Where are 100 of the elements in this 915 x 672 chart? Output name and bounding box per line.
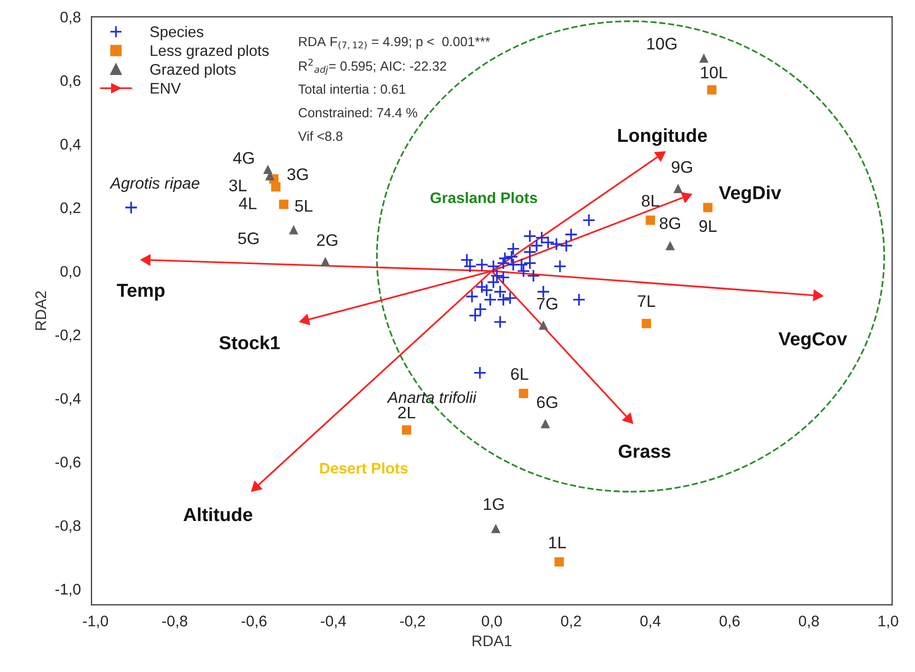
annotation: 5L <box>295 200 312 212</box>
point <box>654 151 666 162</box>
point <box>402 425 412 435</box>
legend-label: Less grazed plots <box>150 44 269 60</box>
annotation: Total intertia : 0.61 <box>298 84 406 94</box>
point <box>506 242 520 256</box>
point <box>582 214 596 227</box>
x-tick-label: 0,8 <box>798 616 819 628</box>
point <box>553 260 567 273</box>
legend-label: ENV <box>150 83 181 94</box>
point <box>496 270 510 284</box>
annotation: 6G <box>537 396 558 408</box>
annotation: 9G <box>672 161 692 173</box>
point <box>486 260 500 273</box>
annotation: 3L <box>229 180 247 192</box>
point <box>460 253 474 267</box>
point <box>473 366 487 380</box>
x-axis-title: RDA1 <box>472 636 512 646</box>
annotation: 4L <box>238 198 257 210</box>
annotation: 10L <box>701 66 728 78</box>
point <box>560 239 573 252</box>
point <box>518 388 528 398</box>
annotation: VegDiv <box>718 186 782 204</box>
point <box>484 293 497 306</box>
x-tick-label: -0,8 <box>162 616 188 628</box>
annotation: Grasland Plots <box>430 192 538 204</box>
annotation: VegCov <box>778 332 848 350</box>
y-tick-label: 0,6 <box>60 75 80 88</box>
point <box>124 200 138 214</box>
annotation: Longitude <box>618 128 707 146</box>
annotation: 3G <box>287 168 308 180</box>
point <box>251 481 262 492</box>
annotation: 2L <box>398 406 416 418</box>
annotation: Temp <box>116 284 165 301</box>
y-tick-label: -0,4 <box>55 393 81 406</box>
point <box>514 258 528 272</box>
point <box>812 290 824 301</box>
point <box>493 315 507 329</box>
point <box>538 320 548 330</box>
point <box>320 256 330 266</box>
point <box>646 216 656 225</box>
y-tick-label: -0,2 <box>55 330 80 342</box>
annotation: 1G <box>484 498 504 510</box>
y-axis-title: RDA2 <box>35 291 46 330</box>
x-tick-label: 0,4 <box>640 616 661 628</box>
point <box>572 293 586 306</box>
point <box>707 85 716 95</box>
legend-label: Grazed plots <box>150 64 236 78</box>
y-tick-label: 0,4 <box>60 138 81 152</box>
point <box>550 237 564 251</box>
annotation: 2G <box>317 234 338 246</box>
point <box>503 291 517 305</box>
x-tick-label: -0,4 <box>320 616 346 628</box>
x-tick-label: 1,0 <box>878 616 898 628</box>
point <box>271 182 280 192</box>
annotation: Altitude <box>184 507 252 522</box>
point <box>666 240 675 250</box>
annotation: 8L <box>642 194 660 207</box>
point <box>642 318 652 328</box>
annotation: Stock1 <box>219 336 280 350</box>
point <box>493 285 507 298</box>
point <box>540 418 550 428</box>
point <box>622 412 634 424</box>
annotation: 7L <box>638 295 656 307</box>
point <box>288 225 298 234</box>
annotation: Vif <8.8 <box>298 131 342 141</box>
y-tick-label: -0,6 <box>55 456 80 470</box>
annotation: 8G <box>660 217 680 230</box>
annotation: R$^{2}$$_{adj}$= 0.595; AIC: -22.32 <box>299 58 446 75</box>
annotation: 4G <box>233 152 254 164</box>
annotation: Grass <box>618 444 670 458</box>
point <box>673 184 683 194</box>
x-tick-label: 0,0 <box>482 616 502 628</box>
point <box>465 290 479 304</box>
x-tick-label: -0,6 <box>242 616 266 628</box>
annotation: 1L <box>549 536 566 548</box>
annotation: Agrotis ripae <box>110 177 200 192</box>
x-tick-label: 0,2 <box>561 616 581 628</box>
point <box>554 557 564 567</box>
y-tick-label: 0,2 <box>60 202 80 215</box>
point <box>463 260 477 273</box>
point <box>526 269 540 282</box>
point <box>263 164 273 174</box>
legend-label: Species <box>150 26 204 40</box>
point <box>475 258 489 272</box>
point <box>140 254 151 266</box>
y-tick-label: 0,8 <box>60 12 80 24</box>
point <box>523 229 537 243</box>
x-tick-label: -0,2 <box>400 616 425 628</box>
x-tick-label: -1,0 <box>82 616 108 628</box>
annotation: Constrained: 74.4 % <box>298 108 418 118</box>
y-tick-label: 0,0 <box>60 266 80 279</box>
point <box>475 280 489 294</box>
annotation: RDA F$_{(7,12)}$ = 4.99; p < 0.001*** <box>299 36 490 50</box>
point <box>279 200 288 209</box>
point <box>536 285 550 298</box>
annotation: 5G <box>238 232 259 244</box>
point <box>491 524 500 534</box>
point <box>541 236 555 250</box>
annotation: Anarta trifolii <box>386 391 477 404</box>
